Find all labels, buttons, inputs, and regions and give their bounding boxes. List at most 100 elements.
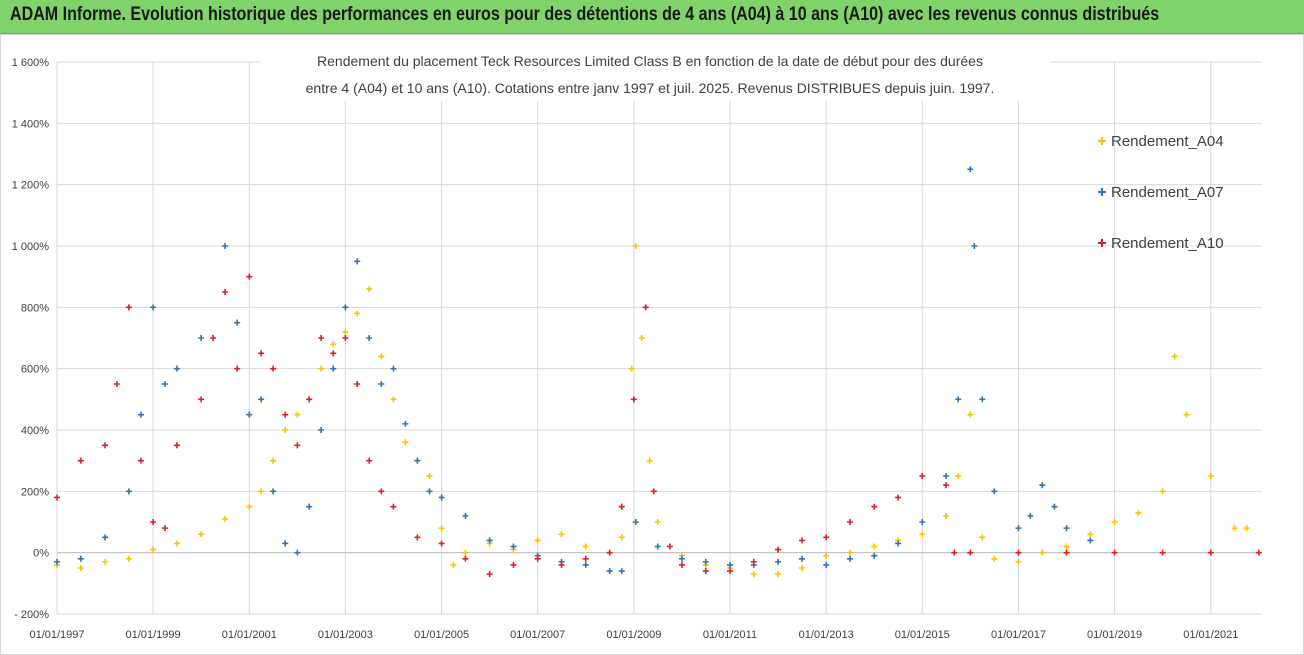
y-tick-label: 1 000% — [12, 241, 50, 253]
data-point — [606, 568, 613, 575]
data-point — [246, 503, 253, 510]
x-tick-label: 01/01/2011 — [703, 629, 757, 641]
data-point — [1087, 537, 1094, 544]
chart-grid — [56, 61, 1262, 615]
data-point — [955, 473, 962, 479]
data-point — [222, 515, 229, 522]
y-tick-label: 400% — [21, 425, 49, 437]
data-point — [1087, 531, 1094, 538]
x-tick-label: 01/01/2009 — [606, 629, 661, 641]
data-point — [486, 537, 493, 544]
data-point — [666, 543, 673, 550]
data-point — [270, 488, 277, 495]
data-point — [702, 568, 709, 575]
data-point — [414, 457, 421, 464]
data-point — [1183, 411, 1190, 418]
x-tick-label: 01/01/2015 — [895, 629, 950, 641]
data-point — [967, 411, 974, 418]
data-point — [1015, 549, 1022, 556]
x-axis-ticks: 01/01/1997 01/01/1999 01/01/2001 01/01/2003… — [29, 629, 1238, 641]
data-point — [462, 512, 469, 519]
data-point — [606, 549, 613, 556]
data-point — [161, 525, 168, 532]
data-point — [534, 537, 541, 544]
data-point — [1207, 549, 1214, 556]
x-tick-label: 01/01/2005 — [414, 629, 469, 641]
x-tick-label: 01/01/2007 — [510, 629, 565, 641]
data-point — [402, 439, 409, 446]
data-point — [426, 488, 433, 495]
data-point — [726, 568, 733, 575]
data-point — [967, 549, 974, 556]
legend-marker — [1098, 137, 1106, 145]
data-point — [1111, 549, 1118, 556]
data-point — [258, 488, 265, 495]
x-tick-label: 01/01/2019 — [1087, 629, 1142, 641]
data-point — [150, 546, 157, 553]
data-point — [137, 411, 144, 418]
data-point — [378, 353, 385, 360]
chart-title-line2: entre 4 (A04) et 10 ans (A10). Cotations… — [306, 80, 995, 96]
data-point — [294, 411, 301, 418]
data-point — [366, 335, 373, 341]
data-point — [558, 561, 565, 568]
data-point — [366, 457, 373, 464]
data-point — [582, 555, 589, 562]
data-point — [1159, 488, 1166, 495]
data-point — [210, 335, 217, 341]
data-point — [173, 442, 180, 449]
data-point — [438, 540, 445, 547]
data-point — [426, 473, 433, 479]
data-point — [919, 519, 926, 525]
data-point — [222, 289, 229, 295]
data-point — [306, 503, 313, 510]
data-point — [678, 561, 685, 568]
data-point — [294, 549, 301, 556]
data-point — [258, 396, 265, 403]
data-point — [137, 457, 144, 464]
data-point — [282, 540, 289, 547]
data-point — [342, 328, 349, 335]
data-point — [462, 549, 469, 556]
data-point — [971, 243, 978, 249]
data-point — [558, 531, 565, 538]
data-point — [450, 561, 457, 568]
data-point — [1051, 503, 1058, 510]
data-point — [750, 558, 757, 565]
data-point — [750, 571, 757, 578]
series-Rendement_A07 — [54, 166, 1094, 575]
data-point — [510, 561, 517, 568]
data-point — [618, 568, 625, 575]
data-point — [1015, 558, 1022, 565]
data-point — [318, 427, 325, 433]
data-point — [1063, 549, 1070, 556]
data-point — [967, 166, 974, 173]
data-point — [342, 335, 349, 341]
data-point — [919, 531, 926, 538]
data-point — [270, 365, 277, 372]
data-point — [1171, 353, 1178, 360]
data-point — [173, 540, 180, 547]
data-point — [775, 571, 782, 578]
data-point — [354, 381, 361, 387]
data-point — [173, 365, 180, 372]
data-point — [582, 561, 589, 568]
x-tick-label: 01/01/2021 — [1183, 629, 1238, 641]
data-points — [54, 166, 1262, 578]
data-point — [798, 565, 805, 571]
data-point — [354, 258, 361, 265]
data-point — [991, 488, 998, 495]
data-point — [678, 555, 685, 562]
data-point — [258, 350, 265, 357]
data-point — [390, 365, 397, 372]
y-tick-label: 800% — [21, 302, 49, 314]
legend-marker — [1098, 239, 1106, 247]
data-point — [390, 503, 397, 510]
data-point — [510, 543, 517, 550]
data-point — [628, 365, 635, 372]
x-tick-label: 01/01/2013 — [799, 629, 854, 641]
data-point — [895, 494, 902, 501]
data-point — [871, 543, 878, 550]
data-point — [871, 552, 878, 559]
